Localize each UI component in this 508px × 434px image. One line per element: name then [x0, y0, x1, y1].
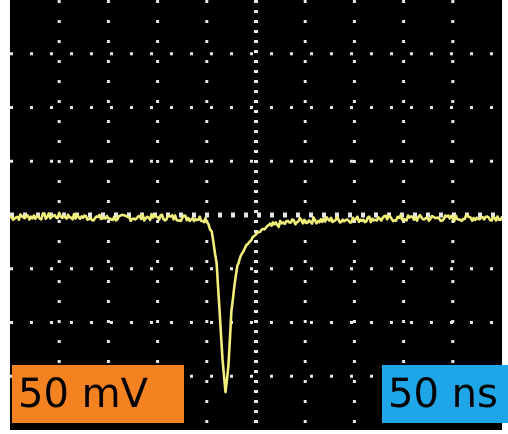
signal-trace: [10, 211, 502, 394]
time-per-division-label: 50 ns: [382, 365, 508, 423]
volts-per-division-label: 50 mV: [12, 365, 184, 423]
